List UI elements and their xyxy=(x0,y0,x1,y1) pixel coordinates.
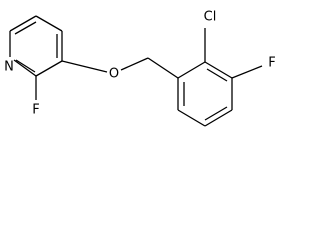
page: {"atoms": [{"label": "N"}, {"label": "F"… xyxy=(4,9,276,127)
atom-label: O xyxy=(109,67,119,82)
atom-label: F xyxy=(268,56,275,71)
atom-label: Cl xyxy=(204,10,217,25)
atom-label: N xyxy=(4,60,14,75)
structure: N F O Cl F xyxy=(4,10,276,127)
bonds xyxy=(9,15,263,127)
atom-label: F xyxy=(32,103,39,118)
